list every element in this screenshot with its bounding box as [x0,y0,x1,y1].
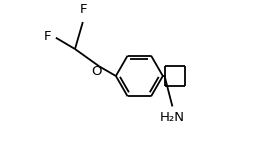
Text: O: O [92,65,102,78]
Text: H₂N: H₂N [160,111,185,124]
Text: F: F [80,3,87,16]
Text: F: F [44,30,52,43]
